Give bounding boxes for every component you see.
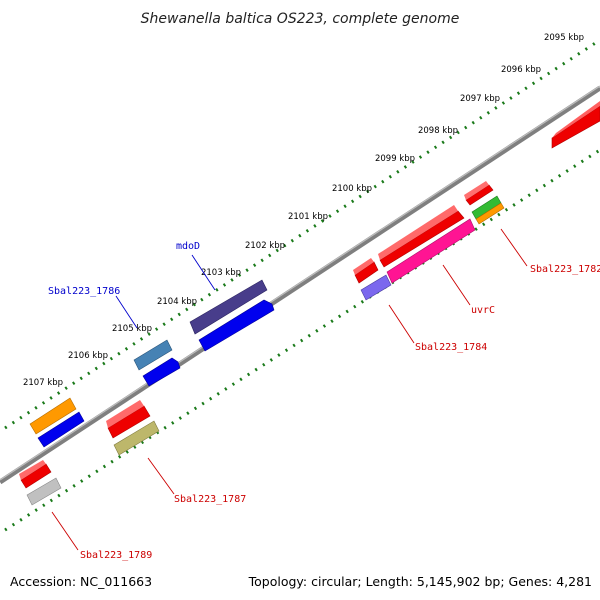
gene-feature-top: [552, 101, 600, 138]
gene-feature: [354, 261, 379, 284]
tick-label: 2106 kbp: [68, 351, 108, 361]
leader-line: [442, 264, 471, 306]
tick-label: 2104 kbp: [157, 297, 197, 307]
gene-feature: [37, 411, 85, 448]
gene-feature: [465, 184, 494, 206]
gene-feature: [107, 405, 151, 439]
tick-label: 2099 kbp: [375, 154, 415, 164]
leader-line: [388, 304, 415, 344]
tick-label: 2096 kbp: [501, 65, 541, 75]
gene-feature: [26, 477, 62, 506]
gene-feature-top: [353, 258, 374, 275]
tick-labels: 2095 kbp 2096 kbp 2097 kbp 2098 kbp 2099…: [23, 33, 584, 388]
leader-line: [115, 295, 138, 329]
gene-feature-top: [19, 460, 46, 480]
tick-label: 2103 kbp: [201, 268, 241, 278]
gene-label-sbal223-1786: Sbal223_1786: [48, 286, 120, 297]
gene-feature: [360, 274, 392, 301]
gene-feature-top: [106, 400, 144, 428]
accession-text: Accession: NC_011663: [10, 574, 152, 589]
gene-feature: [133, 339, 173, 371]
label-leaders: [51, 228, 528, 551]
outer-tick-ring: [4, 38, 600, 430]
gene-feature-top: [378, 205, 458, 260]
leader-line: [51, 511, 79, 551]
genome-backbone: [0, 85, 600, 485]
gene-label-sbal223-1784: Sbal223_1784: [415, 342, 487, 353]
gene-feature: [189, 279, 268, 335]
tick-label: 2095 kbp: [544, 33, 584, 43]
tick-label: 2102 kbp: [245, 241, 285, 251]
genome-backbone-highlight: [0, 85, 600, 481]
gene-features: [19, 101, 600, 506]
gene-label-sbal223-1787: Sbal223_1787: [174, 494, 246, 505]
leader-line: [147, 457, 175, 495]
tick-label: 2097 kbp: [460, 94, 500, 104]
genome-summary-text: Topology: circular; Length: 5,145,902 bp…: [248, 574, 592, 589]
gene-feature: [20, 463, 52, 489]
gene-label-sbal223-1789: Sbal223_1789: [80, 550, 152, 561]
gene-feature-top: [464, 181, 489, 200]
map-title: Shewanella baltica OS223, complete genom…: [141, 11, 460, 27]
gene-feature: [29, 397, 77, 435]
gene-feature: [198, 299, 275, 352]
gene-label-mdod: mdoD: [176, 241, 200, 252]
gene-feature: [386, 218, 476, 284]
gene-feature: [113, 420, 160, 456]
inner-tick-ring: [4, 148, 600, 532]
tick-label: 2107 kbp: [23, 378, 63, 388]
tick-label: 2101 kbp: [288, 212, 328, 222]
tick-label: 2105 kbp: [112, 324, 152, 334]
leader-line: [191, 254, 216, 291]
tick-label: 2098 kbp: [418, 126, 458, 136]
gene-feature: [142, 357, 181, 387]
gene-label-sbal223-1782: Sbal223_1782: [530, 264, 600, 275]
gene-label-uvrc: uvrC: [471, 305, 495, 316]
leader-line: [500, 228, 528, 267]
gene-feature: [475, 202, 505, 225]
tick-label: 2100 kbp: [332, 184, 372, 194]
gene-labels: mdoD Sbal223_1786 Sbal223_1782 uvrC Sbal…: [48, 241, 600, 561]
